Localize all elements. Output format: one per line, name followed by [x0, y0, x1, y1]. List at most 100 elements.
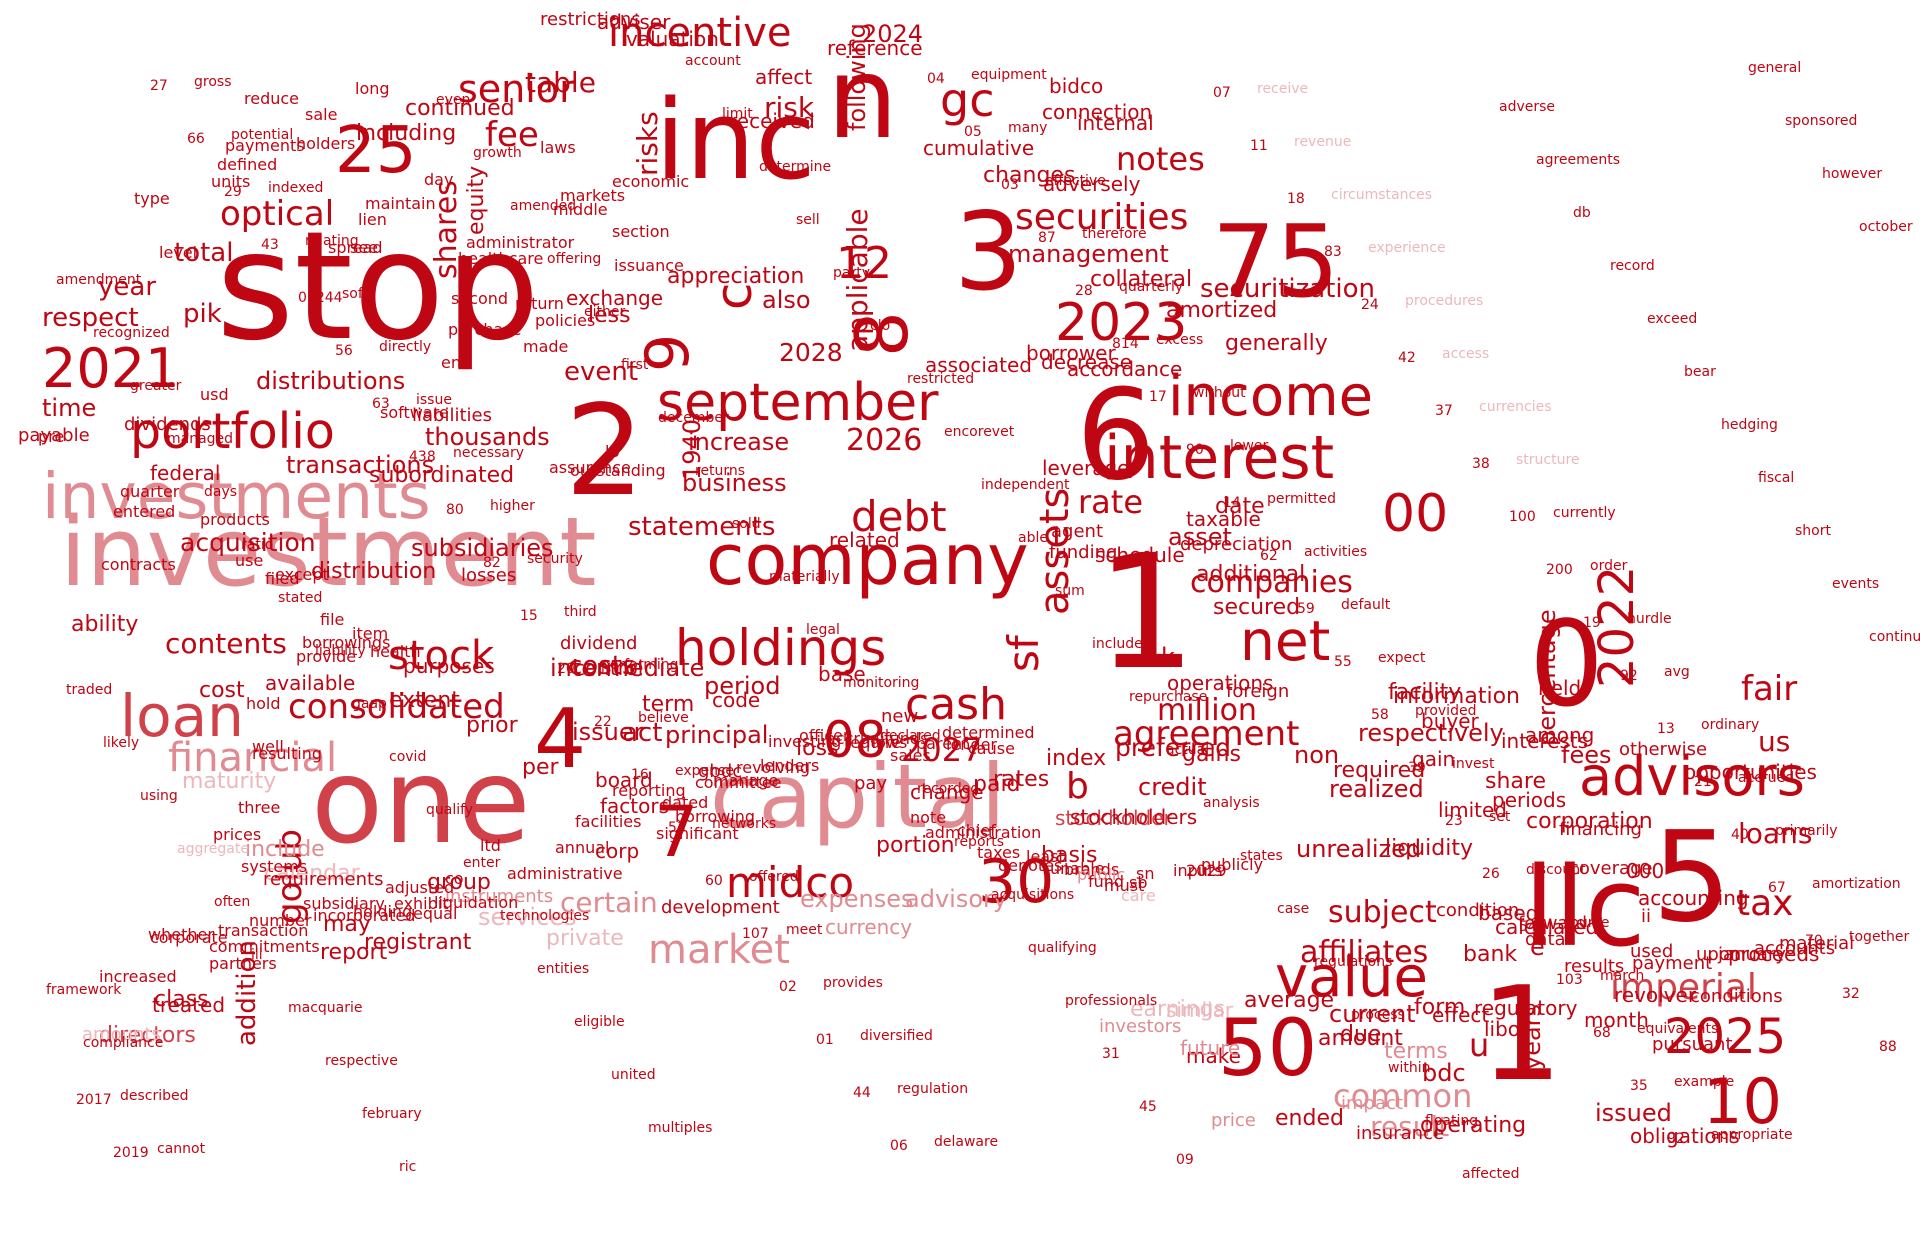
word-require: require: [844, 733, 901, 752]
word-item: item: [352, 624, 388, 643]
word-set: set: [1489, 809, 1511, 825]
word-services: services: [478, 903, 576, 931]
word-price: price: [1211, 1110, 1256, 1131]
word-february: february: [362, 1106, 422, 1122]
word-business: business: [682, 469, 787, 497]
word-term: term: [642, 692, 694, 717]
word-monitoring: monitoring: [843, 675, 919, 691]
word-cannot: cannot: [157, 1141, 206, 1157]
word-16: 16: [631, 767, 649, 783]
word-40: 40: [1731, 827, 1749, 843]
word-avg: avg: [1664, 664, 1690, 680]
word-million: million: [1157, 693, 1257, 728]
word-days: days: [204, 484, 237, 500]
word-prices: prices: [213, 825, 261, 844]
word-encorevet: encorevet: [944, 424, 1015, 440]
word-payable: payable: [18, 425, 90, 446]
word-2021: 2021: [42, 337, 179, 400]
word-average: average: [1244, 988, 1334, 1013]
word-higher: higher: [490, 498, 535, 514]
word-corporate: corporate: [150, 928, 228, 947]
word-accounts: accounts: [1754, 938, 1835, 959]
word-imperial: imperial: [1610, 967, 1757, 1008]
word-b: b: [1066, 766, 1089, 807]
word-sponsored: sponsored: [1785, 113, 1857, 129]
word-change: change: [910, 780, 984, 804]
word-meet: meet: [786, 922, 823, 938]
word-cost: cost: [199, 678, 245, 703]
word-19: 19: [1583, 615, 1601, 631]
word-88: 88: [1879, 1039, 1897, 1055]
word-co: co: [445, 869, 464, 888]
word-adviser: adviser: [597, 10, 671, 34]
word-sold: sold: [732, 516, 761, 532]
word-32: 32: [1842, 986, 1860, 1002]
word-200: 200: [1546, 562, 1573, 578]
word-internal: internal: [1077, 111, 1154, 135]
word-2025: 2025: [1664, 1009, 1786, 1065]
word-amortized: amortized: [1166, 298, 1277, 323]
word-prior: prior: [466, 713, 519, 738]
word-15: 15: [520, 608, 538, 624]
word-end: end: [441, 353, 471, 372]
word-percentage: percentage: [1533, 609, 1561, 746]
word-amended: amended: [510, 198, 576, 214]
word-control: control: [574, 656, 643, 680]
word-sf: sf: [999, 634, 1048, 672]
word-following: following: [843, 23, 871, 131]
word-growth: growth: [473, 145, 522, 161]
word-relating: relating: [305, 233, 359, 249]
word-2028: 2028: [779, 338, 843, 367]
word-interests: interests: [1501, 729, 1588, 753]
word-dividends: dividends: [124, 414, 211, 435]
word-among: among: [1525, 723, 1594, 747]
word-portfolio: portfolio: [130, 403, 335, 460]
word-healthcare: healthcare: [458, 249, 543, 268]
word-sum: sum: [1055, 583, 1085, 599]
word-sell: sell: [796, 212, 820, 228]
word-restricted: restricted: [907, 371, 974, 387]
word-42: 42: [1398, 350, 1416, 366]
word-hedging: hedging: [1721, 417, 1778, 433]
word-clo: clo: [870, 318, 890, 334]
word-92: 92: [1620, 668, 1638, 684]
word-20: 20: [557, 661, 575, 677]
word-required: required: [1333, 758, 1425, 783]
word-ratio: ratio: [241, 537, 273, 553]
word-reports: reports: [954, 834, 1004, 850]
word-september: september: [657, 373, 939, 433]
word-regulations: regulations: [1314, 954, 1392, 970]
word-lien: lien: [358, 210, 387, 229]
word-december: december: [658, 410, 729, 426]
word-iii: iii: [251, 947, 263, 963]
word-available: available: [265, 671, 355, 695]
word-costs: costs: [568, 651, 636, 681]
word-credit: credit: [1138, 773, 1207, 801]
word-obligations: obligations: [1630, 1124, 1740, 1148]
word-respectively: respectively: [1358, 719, 1504, 747]
word-03: 03: [1001, 177, 1019, 193]
word-45: 45: [1139, 1099, 1157, 1115]
word-affect: affect: [755, 65, 812, 89]
word-25: 25: [335, 114, 416, 188]
word-92: 92: [1667, 1131, 1685, 1147]
word-time: time: [42, 394, 96, 422]
word-2019: 2019: [113, 1145, 149, 1161]
word-operations: operations: [1167, 671, 1273, 695]
word-gain: gain: [1412, 747, 1455, 771]
word-subject: subject: [1328, 895, 1437, 930]
word-long: long: [355, 79, 390, 98]
word-income: income: [1168, 364, 1373, 429]
word-12: 12: [836, 238, 892, 289]
word-generally: generally: [1225, 331, 1328, 356]
word-debt: debt: [851, 492, 947, 541]
word-commitments: commitments: [209, 937, 320, 956]
word-gbdc: gbdc: [698, 761, 742, 782]
word-month: month: [1584, 1008, 1649, 1032]
word-macquarie: macquarie: [288, 1000, 363, 1016]
word-middle: middle: [553, 200, 608, 219]
word-parent: parent: [916, 734, 968, 753]
word-63: 63: [372, 396, 390, 412]
word-entered: entered: [113, 502, 175, 521]
word-portion: portion: [876, 833, 955, 858]
